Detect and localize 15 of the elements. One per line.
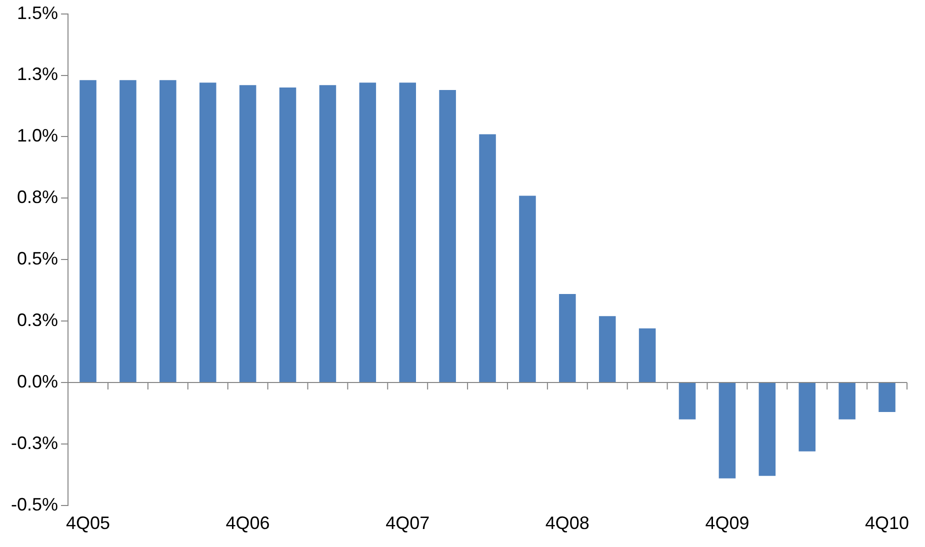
- y-tick-label: 1.5%: [16, 2, 58, 23]
- y-tick-label: 1.3%: [16, 64, 58, 84]
- y-tick-label: 0.5%: [16, 248, 58, 269]
- y-tick-label: 1.0%: [16, 126, 58, 146]
- y-tick-label: -0.5%: [10, 494, 58, 514]
- x-tick-label: 4Q07: [386, 513, 430, 534]
- y-tick-label: 0.8%: [16, 187, 58, 208]
- x-tick-label: 4Q08: [545, 513, 590, 534]
- y-tick-label: 0.0%: [16, 371, 58, 392]
- x-tick-label: 4Q06: [226, 513, 270, 534]
- x-tick-label: 4Q10: [865, 513, 910, 534]
- y-tick-label: -0.3%: [10, 432, 58, 453]
- x-tick-label: 4Q09: [705, 513, 750, 534]
- x-tick-label: 4Q05: [66, 513, 110, 534]
- y-tick-label: 0.3%: [16, 310, 58, 330]
